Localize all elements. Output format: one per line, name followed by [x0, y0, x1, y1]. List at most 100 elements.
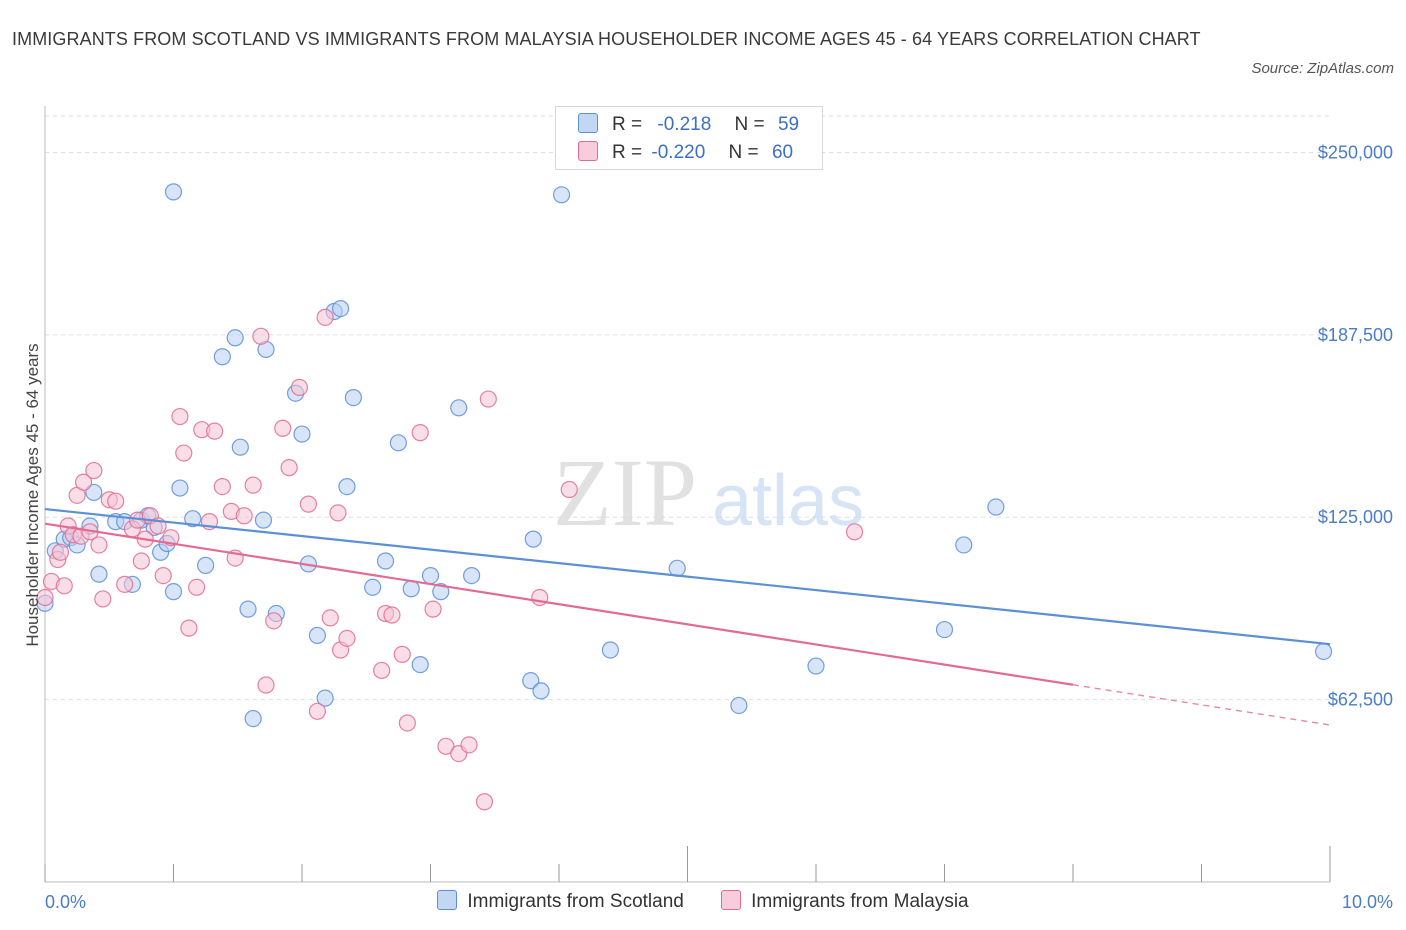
data-point [90, 536, 108, 554]
data-point [116, 575, 134, 593]
data-point [213, 477, 231, 496]
data-point [55, 577, 73, 595]
data-point [411, 424, 429, 442]
data-point [308, 626, 327, 645]
data-point [244, 476, 262, 494]
y-tick-labels: $62,500 $125,000 $187,500 $250,000 [1318, 142, 1393, 709]
data-point [463, 566, 481, 585]
data-point [460, 736, 478, 754]
x-tick-label: 10.0% [1342, 892, 1393, 912]
x-tick-label: 0.0% [45, 892, 86, 912]
correlation-legend: R = -0.218 N = 59 R = -0.220 N = 60 [555, 106, 823, 170]
data-point [239, 600, 257, 618]
legend-r-value: -0.220 [651, 142, 706, 163]
data-point [171, 479, 189, 497]
data-point [955, 536, 973, 554]
y-tick-label: $125,000 [1318, 507, 1393, 527]
data-point [402, 580, 420, 598]
data-point [226, 329, 244, 347]
data-point [36, 588, 54, 607]
data-point [274, 419, 292, 437]
legend-r-label: R = [612, 114, 643, 135]
legend-row-malaysia: R = -0.220 N = 60 [578, 141, 793, 165]
data-point [383, 606, 401, 624]
legend-n-value: 60 [771, 142, 794, 163]
data-point [257, 676, 275, 694]
data-point [601, 641, 620, 659]
data-point [132, 552, 150, 570]
data-point [85, 461, 103, 480]
data-point [290, 378, 309, 396]
data-point [171, 407, 189, 426]
chart-title: IMMIGRANTS FROM SCOTLAND VS IMMIGRANTS F… [12, 29, 1201, 49]
data-point [197, 556, 215, 574]
data-point [376, 552, 395, 570]
data-point [411, 656, 429, 674]
series-legend: Immigrants from Scotland Immigrants from… [0, 890, 1406, 913]
data-point [338, 629, 356, 647]
y-tick-label: $250,000 [1318, 142, 1393, 162]
legend-row-scotland: R = -0.218 N = 59 [578, 113, 799, 137]
data-point [344, 388, 362, 407]
data-point [316, 308, 334, 326]
points-malaysia [36, 308, 864, 811]
series-legend-scotland: Immigrants from Scotland [437, 890, 684, 913]
data-point [180, 619, 198, 637]
data-point [364, 578, 382, 596]
data-point [107, 492, 125, 510]
series-name-malaysia: Immigrants from Malaysia [751, 891, 969, 912]
watermark-atlas: atlas [712, 461, 864, 541]
trend-line-malaysia [44, 522, 1074, 686]
data-point [1314, 642, 1333, 661]
data-point [475, 793, 494, 811]
data-point [532, 682, 550, 700]
data-point [338, 477, 356, 496]
data-point [244, 709, 262, 728]
legend-n-label: N = [728, 142, 759, 163]
data-point [987, 498, 1005, 516]
y-tick-label: $187,500 [1318, 325, 1393, 345]
data-point [188, 578, 206, 596]
data-point [85, 483, 103, 502]
legend-swatch-malaysia [578, 141, 598, 161]
y-tick-label: $62,500 [1328, 690, 1393, 710]
data-point [213, 348, 231, 366]
chart-source: Source: ZipAtlas.com [1251, 60, 1394, 77]
data-point [184, 510, 202, 528]
data-point [265, 612, 283, 630]
data-point [329, 504, 347, 522]
data-point [730, 696, 748, 715]
data-point [424, 600, 442, 618]
series-legend-malaysia: Immigrants from Malaysia [721, 890, 969, 913]
data-point [524, 530, 542, 548]
data-point [299, 495, 318, 513]
data-point [373, 661, 391, 680]
data-point [164, 583, 183, 601]
data-point [560, 480, 578, 499]
data-point [280, 459, 298, 477]
data-point [522, 672, 540, 690]
data-point [845, 523, 864, 541]
data-point [164, 183, 183, 201]
data-point [479, 390, 497, 408]
legend-r-label: R = [612, 142, 643, 163]
trend-lines [44, 507, 1331, 726]
data-point [393, 645, 411, 663]
data-point [154, 566, 172, 585]
data-point [51, 543, 70, 561]
data-point [175, 444, 193, 462]
x-tick-labels: 0.0% 10.0% [45, 892, 1393, 912]
data-point [252, 327, 270, 345]
series-name-scotland: Immigrants from Scotland [467, 891, 684, 912]
data-point [90, 565, 108, 583]
data-point [293, 425, 311, 443]
data-point [316, 689, 334, 707]
axes [44, 106, 1331, 883]
series-swatch-malaysia [721, 890, 742, 910]
data-point [552, 186, 571, 204]
data-point [398, 714, 416, 732]
data-point [74, 473, 93, 491]
data-point [450, 399, 468, 417]
data-point [321, 609, 339, 627]
data-point [235, 507, 253, 525]
